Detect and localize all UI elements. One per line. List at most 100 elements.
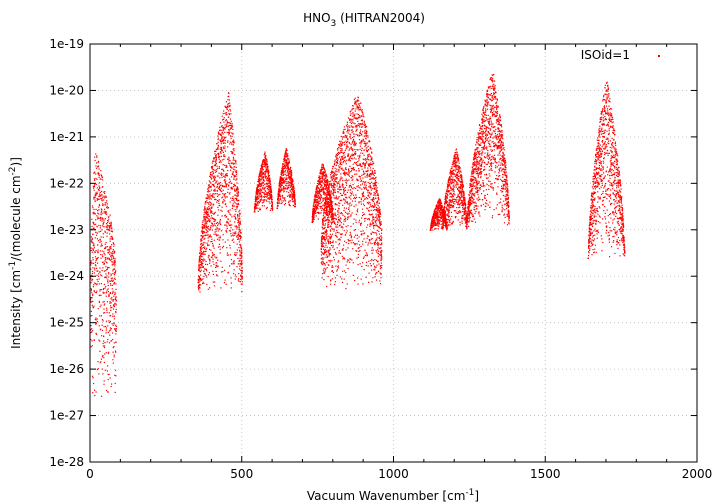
data-point	[103, 210, 105, 213]
data-point	[329, 204, 331, 206]
data-point	[218, 167, 220, 169]
data-point	[279, 189, 281, 192]
data-point	[358, 202, 360, 204]
data-point	[264, 170, 266, 173]
data-point	[199, 276, 201, 279]
data-point	[320, 202, 323, 204]
data-point	[322, 191, 324, 194]
data-point	[364, 143, 366, 145]
data-point	[336, 173, 338, 175]
data-point	[367, 155, 369, 157]
data-point	[291, 197, 293, 199]
data-point	[93, 339, 95, 341]
data-point	[345, 182, 348, 184]
data-point	[350, 118, 352, 120]
data-point	[361, 165, 363, 167]
data-point	[283, 200, 285, 202]
data-point	[358, 196, 360, 199]
data-point	[340, 192, 342, 194]
data-point	[269, 202, 271, 204]
data-point	[339, 143, 341, 145]
data-point	[223, 170, 225, 172]
data-point	[112, 291, 114, 294]
data-point	[368, 163, 370, 165]
data-point	[210, 186, 212, 189]
data-point	[263, 159, 265, 161]
data-point	[322, 188, 324, 190]
data-point	[254, 203, 256, 205]
data-point	[347, 268, 349, 270]
data-point	[207, 274, 210, 276]
data-point	[336, 161, 338, 163]
data-point	[348, 141, 350, 144]
data-point	[95, 267, 98, 269]
data-point	[336, 229, 338, 231]
data-point	[354, 103, 356, 105]
data-point	[198, 279, 200, 282]
data-point	[209, 287, 211, 289]
data-point	[234, 254, 236, 256]
data-point	[328, 206, 330, 208]
data-point	[108, 218, 110, 220]
data-point	[204, 217, 206, 219]
data-point	[103, 252, 105, 255]
data-point	[362, 162, 364, 164]
data-point	[318, 180, 320, 182]
data-point	[95, 162, 98, 164]
data-point	[350, 129, 352, 131]
data-point	[337, 267, 340, 269]
data-point	[327, 190, 329, 192]
data-point	[220, 260, 222, 262]
data-point	[324, 230, 326, 232]
data-point	[111, 288, 113, 290]
data-point	[212, 217, 214, 219]
data-point	[342, 258, 344, 260]
data-point	[339, 152, 341, 154]
data-point	[108, 322, 110, 324]
data-point	[214, 220, 216, 222]
data-point	[268, 171, 270, 173]
data-point	[365, 252, 367, 254]
data-point	[235, 190, 237, 192]
data-point	[276, 201, 279, 203]
data-point	[262, 180, 264, 182]
data-point	[357, 103, 359, 105]
data-point	[215, 181, 217, 183]
data-point	[231, 173, 234, 175]
data-point	[281, 194, 283, 196]
data-point	[339, 220, 341, 222]
data-point	[212, 183, 214, 186]
data-point	[214, 165, 216, 167]
data-point	[224, 112, 226, 114]
data-point	[224, 181, 226, 183]
data-point	[350, 167, 352, 170]
data-point	[345, 178, 347, 180]
data-point	[95, 173, 97, 175]
data-point	[238, 221, 240, 223]
data-point	[323, 253, 325, 255]
data-point	[325, 251, 327, 253]
data-point	[239, 223, 241, 225]
data-point	[264, 173, 267, 175]
data-point	[101, 209, 103, 211]
data-point	[329, 237, 331, 239]
data-point	[337, 266, 339, 268]
data-point	[261, 199, 263, 201]
data-point	[100, 283, 102, 285]
data-point	[355, 133, 357, 135]
data-point	[363, 238, 365, 240]
data-point	[261, 173, 263, 175]
data-point	[224, 224, 226, 226]
data-point	[90, 249, 92, 252]
data-point	[95, 333, 98, 335]
data-point	[318, 183, 320, 185]
data-point	[93, 198, 95, 200]
data-point	[98, 301, 101, 303]
data-point	[320, 251, 322, 253]
data-point	[222, 185, 224, 187]
data-point	[335, 195, 337, 197]
data-point	[97, 270, 99, 272]
data-point	[314, 210, 316, 212]
data-point	[206, 207, 208, 209]
data-point	[281, 171, 283, 173]
